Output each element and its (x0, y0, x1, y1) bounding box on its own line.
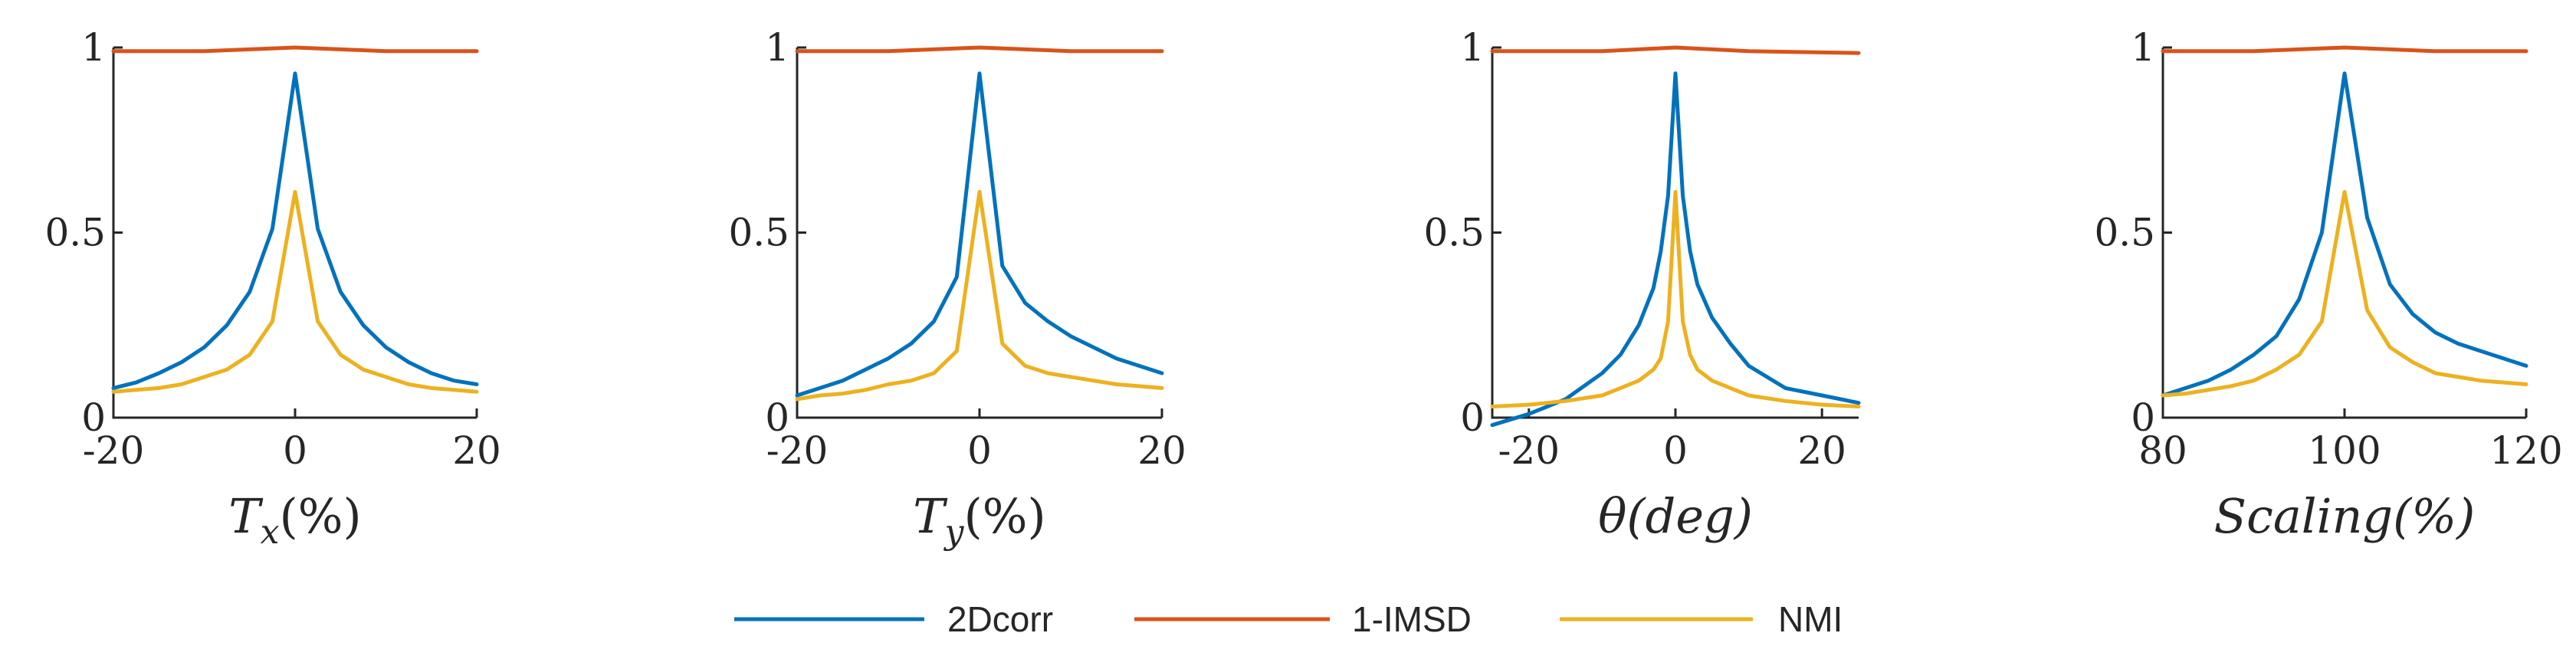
axes-frame (796, 48, 1162, 419)
y-tick-label: 0.5 (1423, 211, 1485, 255)
y-tick-label: 0 (1460, 395, 1485, 440)
y-tick-label: 0.5 (44, 211, 106, 255)
subplot-4: 0 0.5 1 80 100 120 Scaling(%) (2094, 25, 2562, 544)
series-line-1-imsd (795, 45, 1164, 54)
x-axis-title: Ty(%) (913, 488, 1046, 552)
x-tick-label: -20 (1498, 428, 1560, 473)
subplot-3: 0 0.5 1 -20 0 20 θ(deg) (1423, 25, 1861, 544)
series-line-1-imsd (1490, 45, 1861, 55)
x-axis-title-unit: (%) (963, 488, 1045, 544)
legend-label: NMI (1778, 599, 1843, 639)
x-tick-label: 0 (1663, 428, 1688, 473)
axes-frame (112, 48, 477, 419)
x-tick-label: -20 (766, 428, 829, 473)
y-tick-label: 1 (2131, 25, 2155, 70)
x-tick-label: 0 (967, 428, 992, 473)
series-line-nmi (795, 189, 1164, 402)
legend-label: 1-IMSD (1352, 599, 1472, 639)
y-tick-label: 1 (1460, 25, 1485, 70)
y-tick-label: 0 (765, 395, 789, 440)
series-line-2dcorr (1490, 71, 1861, 428)
y-tick-label: 1 (81, 25, 106, 70)
x-axis-title-subscript: x (261, 513, 280, 552)
y-tick-label: 0 (2131, 395, 2155, 440)
series-line-1-imsd (111, 45, 479, 54)
series-line-nmi (111, 189, 479, 394)
y-tick-label: 1 (765, 25, 789, 70)
x-tick-label: 20 (1137, 428, 1186, 473)
x-axis-title: θ(deg) (1598, 488, 1753, 544)
x-tick-label: 120 (2489, 428, 2562, 473)
series-line-1-imsd (2161, 45, 2528, 54)
x-tick-label: -20 (83, 428, 145, 473)
x-tick-label: 20 (1797, 428, 1846, 473)
y-tick-label: 0 (81, 395, 106, 440)
x-tick-label: 100 (2308, 428, 2381, 473)
series-line-2dcorr (2161, 71, 2528, 398)
x-tick-label: 20 (452, 428, 501, 473)
x-axis-title: Scaling(%) (2214, 488, 2476, 544)
x-tick-label: 80 (2138, 428, 2187, 473)
x-axis-title: Tx(%) (228, 488, 361, 552)
x-axis-title-main: Scaling(%) (2214, 488, 2476, 544)
series-line-2dcorr (111, 71, 479, 390)
y-tick-label: 0.5 (728, 211, 789, 255)
x-axis-title-unit: (%) (279, 488, 361, 544)
legend: 2Dcorr 1-IMSD NMI (734, 599, 1843, 639)
y-tick-label: 0.5 (2094, 211, 2155, 255)
x-axis-title-main: T (228, 488, 264, 544)
x-axis-title-main: T (913, 488, 948, 544)
legend-label: 2Dcorr (947, 599, 1053, 639)
series-line-nmi (1490, 189, 1861, 408)
axes-frame (2161, 48, 2526, 419)
x-tick-label: 0 (283, 428, 307, 473)
series-line-2dcorr (795, 71, 1164, 398)
x-axis-title-main: θ(deg) (1598, 488, 1753, 544)
series-line-nmi (2161, 189, 2528, 398)
x-axis-title-subscript: y (943, 513, 965, 552)
